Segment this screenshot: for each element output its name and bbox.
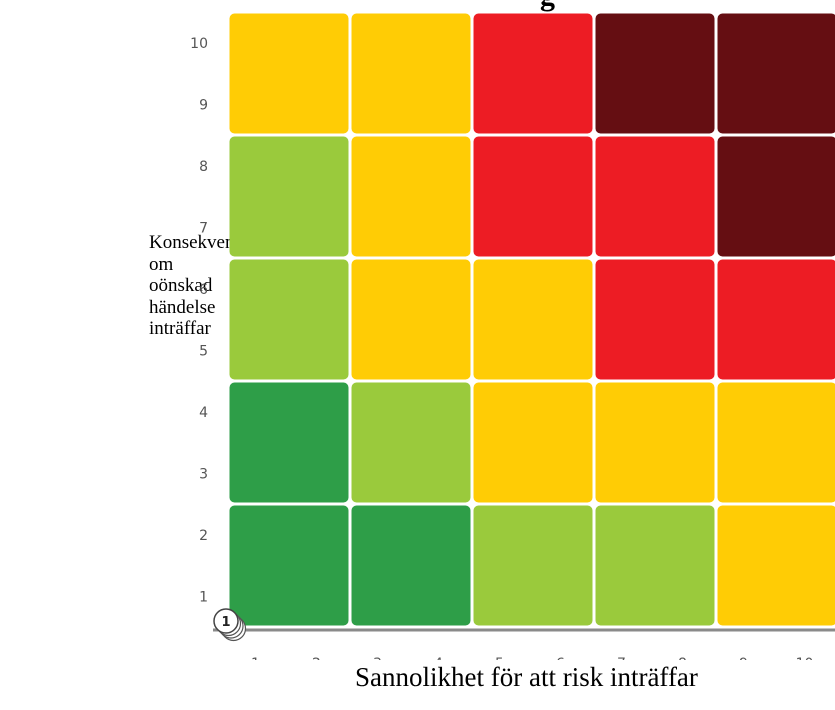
y-tick-label: 9: [199, 97, 208, 113]
matrix-cell: [595, 136, 715, 257]
x-axis-label: Sannolikhet för att risk inträffar: [355, 662, 698, 692]
x-tick-label: 7: [617, 656, 626, 660]
y-tick-label: 3: [199, 466, 208, 482]
matrix-cell: [229, 13, 349, 134]
risk-marker-label: 1: [221, 615, 230, 630]
matrix-cell: [595, 382, 715, 503]
matrix-cell: [229, 136, 349, 257]
matrix-cell: [351, 505, 471, 626]
y-axis-label-line: om oönskad: [149, 253, 213, 297]
matrix-cell: [229, 382, 349, 503]
y-axis-label-line: Konsekvens: [149, 232, 242, 253]
x-tick-label: 1: [251, 656, 260, 660]
matrix-cell: [229, 259, 349, 380]
matrix-cell: [473, 136, 593, 257]
y-tick-label: 4: [199, 405, 208, 421]
matrix-cell: [351, 382, 471, 503]
risk-marker: [213, 608, 239, 634]
matrix-cell: [717, 13, 835, 134]
y-tick-label: 7: [199, 220, 208, 236]
matrix-cell: [473, 13, 593, 134]
y-tick-label: 2: [199, 528, 208, 544]
chart-title-fragment: g: [540, 0, 555, 13]
matrix-cell: [351, 13, 471, 134]
matrix-cell: [717, 136, 835, 257]
x-tick-label: 5: [495, 656, 504, 660]
x-tick-label: 10: [796, 656, 814, 660]
y-tick-label: 8: [199, 159, 208, 175]
matrix-cell: [595, 259, 715, 380]
matrix-cell: [229, 505, 349, 626]
x-tick-label: 2: [312, 656, 321, 660]
x-tick-label: 3: [373, 656, 382, 660]
matrix-cell: [717, 505, 835, 626]
matrix-cell: [473, 382, 593, 503]
y-axis-label: Konsekvens om oönskad händelse inträffar: [149, 232, 242, 340]
matrix-cell: [473, 259, 593, 380]
x-tick-label: 6: [556, 656, 565, 660]
y-tick-label: 5: [199, 343, 208, 359]
y-axis-label-line: inträffar: [149, 318, 211, 339]
x-tick-label: 4: [434, 656, 443, 660]
y-tick-label: 1: [199, 589, 208, 605]
matrix-cell: [473, 505, 593, 626]
y-tick-label: 6: [199, 282, 208, 298]
y-axis-label-line: händelse: [149, 296, 216, 318]
risk-matrix: 1 2 3 4 5 6 7 8 9 10 1 2 3 4 5 6 7 8 9 10 1: [190, 13, 835, 660]
y-tick-label: 10: [190, 36, 208, 52]
matrix-cell: [717, 382, 835, 503]
matrix-cell: [595, 13, 715, 134]
x-tick-label: 9: [739, 656, 748, 660]
matrix-cell: [351, 259, 471, 380]
matrix-cell: [717, 259, 835, 380]
matrix-cell: [351, 136, 471, 257]
matrix-cell: [595, 505, 715, 626]
x-tick-label: 8: [678, 656, 687, 660]
